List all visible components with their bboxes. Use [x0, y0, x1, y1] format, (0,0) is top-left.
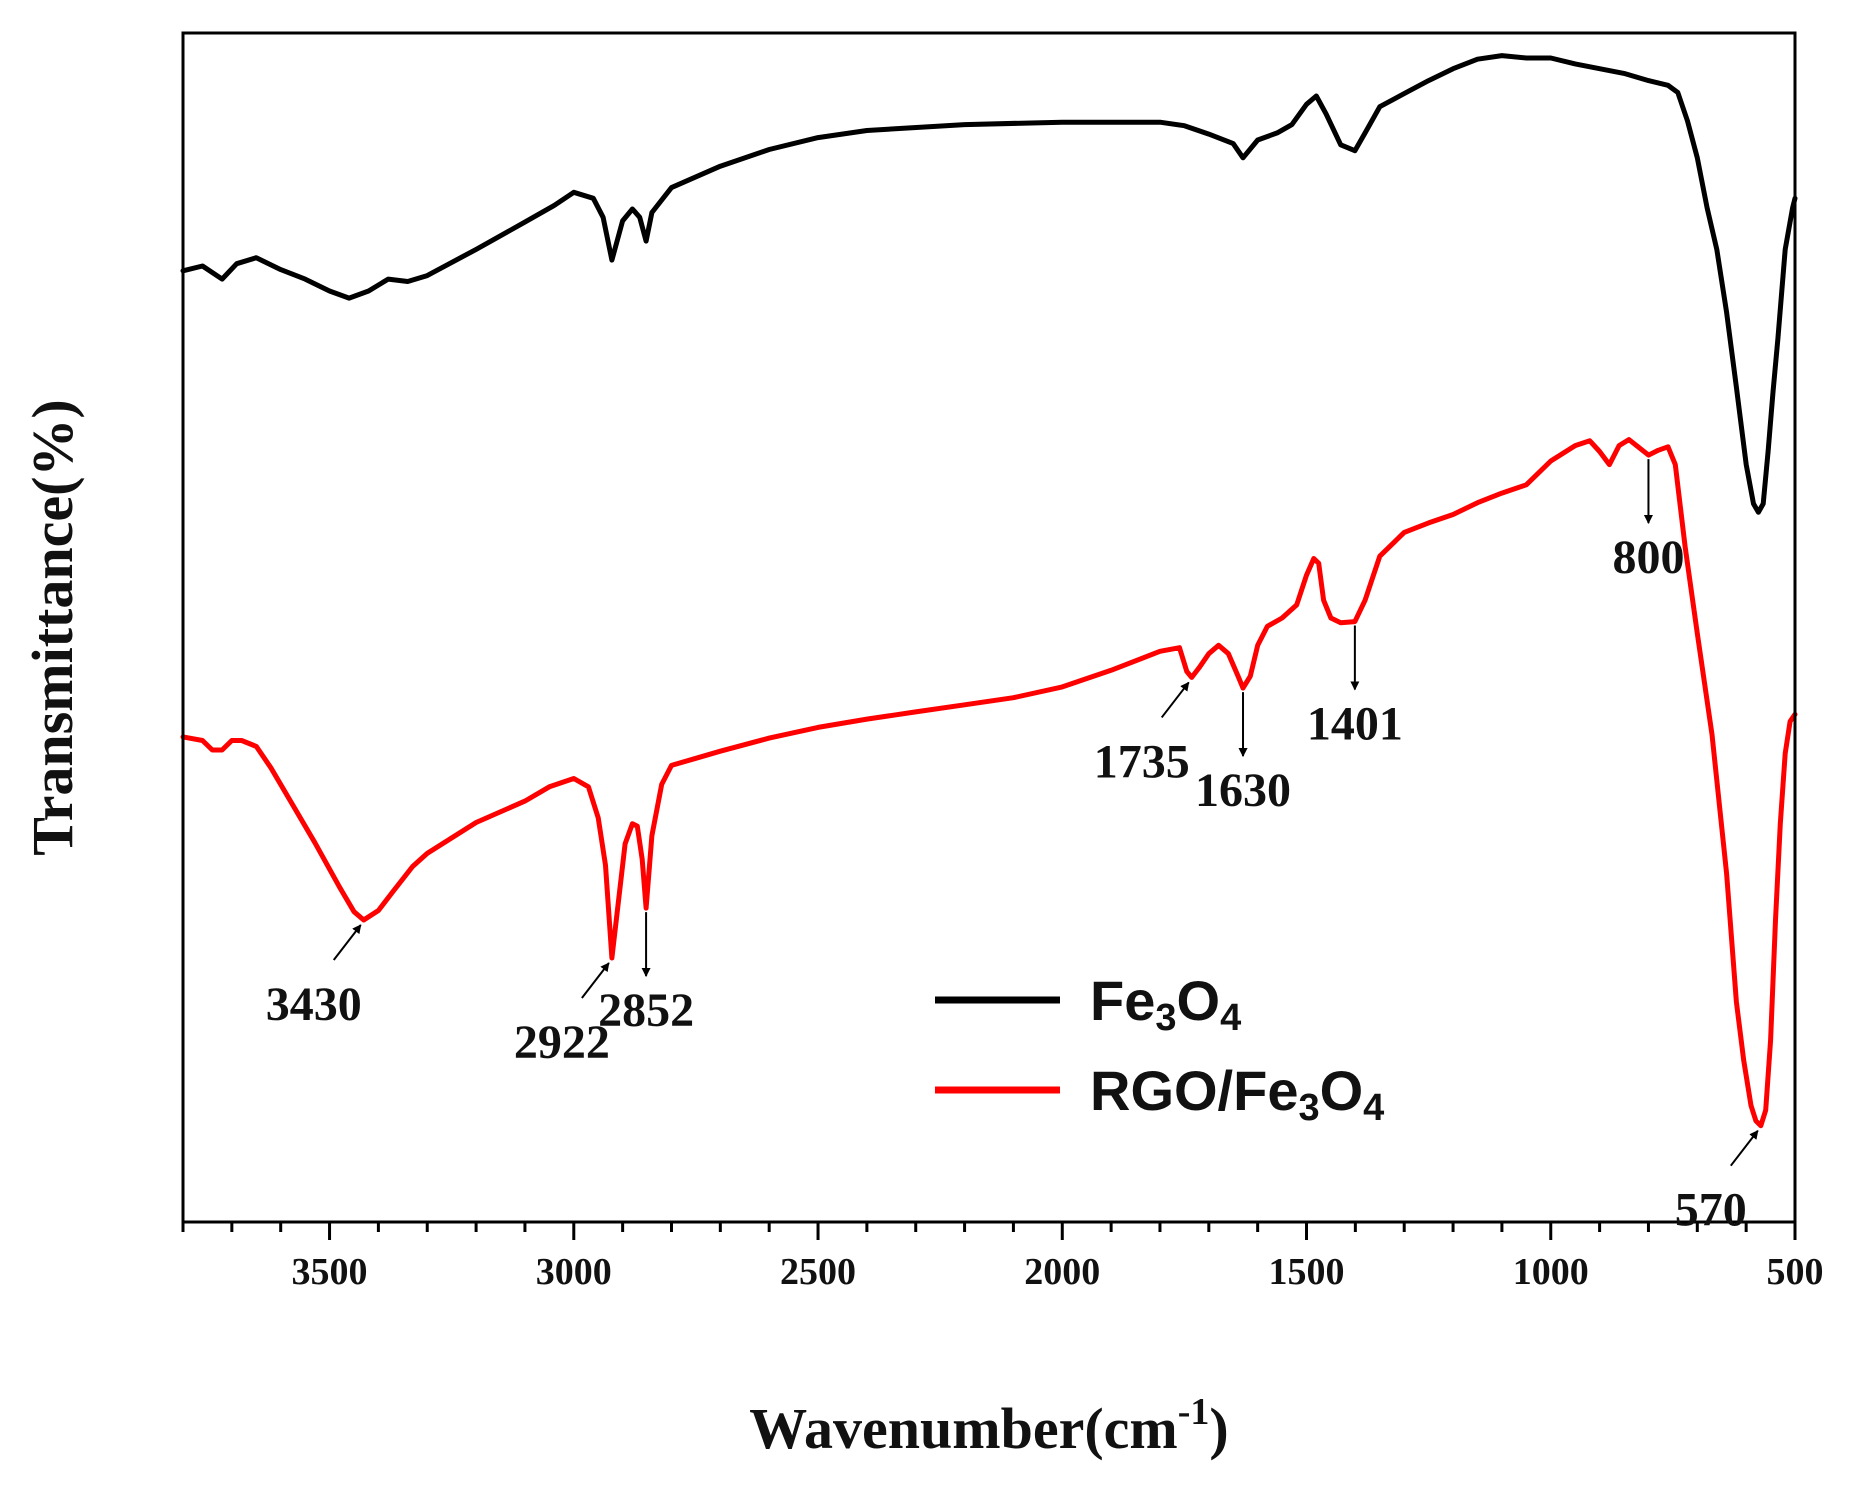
annotation-label: 1401 [1307, 698, 1403, 751]
x-tick-label: 1000 [1513, 1251, 1589, 1293]
annotation-2852: 2852 [598, 912, 694, 1037]
annotation-1401: 1401 [1307, 625, 1403, 751]
x-tick-label: 3500 [292, 1251, 368, 1293]
annotation-arrow [1730, 1129, 1759, 1167]
plot-frame [181, 31, 1797, 1224]
annotation-arrow [1160, 681, 1190, 719]
x-axis-title: Wavenumber(cm-1) [749, 1391, 1228, 1461]
annotation-label: 2922 [514, 1016, 610, 1069]
x-axis-tick-labels: 3500 3000 2500 2000 1500 1000 500 [292, 1251, 1824, 1293]
annotation-3430: 3430 [266, 924, 362, 1031]
annotation-arrow [332, 924, 362, 961]
x-axis-title-end: ) [1209, 1396, 1228, 1461]
legend-entry-rgo-fe3o4: RGO/Fe3O4 [935, 1059, 1384, 1129]
legend-entry-fe3o4: Fe3O4 [935, 969, 1241, 1039]
annotation-label: 570 [1675, 1184, 1747, 1237]
x-tick-label: 2500 [780, 1251, 856, 1293]
legend-text: Fe [1090, 969, 1155, 1032]
legend-subscript: 3 [1298, 1087, 1319, 1129]
annotation-label: 1735 [1094, 735, 1190, 788]
legend-text: O [1177, 969, 1221, 1032]
legend-subscript: 4 [1220, 997, 1241, 1039]
legend-subscript: 3 [1155, 997, 1176, 1039]
x-tick-label: 3000 [536, 1251, 612, 1293]
legend-label: Fe3O4 [1090, 969, 1241, 1039]
legend-label: RGO/Fe3O4 [1090, 1059, 1384, 1129]
y-axis-title: Transmittance(%) [20, 399, 85, 855]
x-tick-label: 500 [1767, 1251, 1824, 1293]
x-tick-label: 2000 [1024, 1251, 1100, 1293]
series-line-fe3o4 [180, 53, 1798, 515]
annotation-label: 2852 [598, 984, 694, 1037]
x-axis-ticks [181, 1222, 1797, 1240]
series-group [180, 53, 1798, 1129]
legend-subscript: 4 [1363, 1087, 1384, 1129]
annotation-1630: 1630 [1195, 692, 1291, 817]
annotation-label: 800 [1612, 531, 1684, 584]
x-axis-title-text: Wavenumber(cm [749, 1396, 1178, 1461]
annotation-1735: 1735 [1094, 681, 1190, 788]
annotation-2922: 2922 [514, 962, 610, 1069]
x-tick-label: 1500 [1269, 1251, 1345, 1293]
annotation-570: 570 [1675, 1129, 1759, 1237]
legend-text: RGO/Fe [1090, 1059, 1298, 1122]
annotation-800: 800 [1612, 459, 1684, 584]
annotation-label: 3430 [266, 978, 362, 1031]
series-line-rgo-fe3o4 [180, 437, 1798, 1129]
annotation-label: 1630 [1195, 764, 1291, 817]
legend-text: O [1320, 1059, 1364, 1122]
annotation-arrow [581, 962, 610, 999]
x-axis-title-superscript: -1 [1178, 1391, 1210, 1433]
